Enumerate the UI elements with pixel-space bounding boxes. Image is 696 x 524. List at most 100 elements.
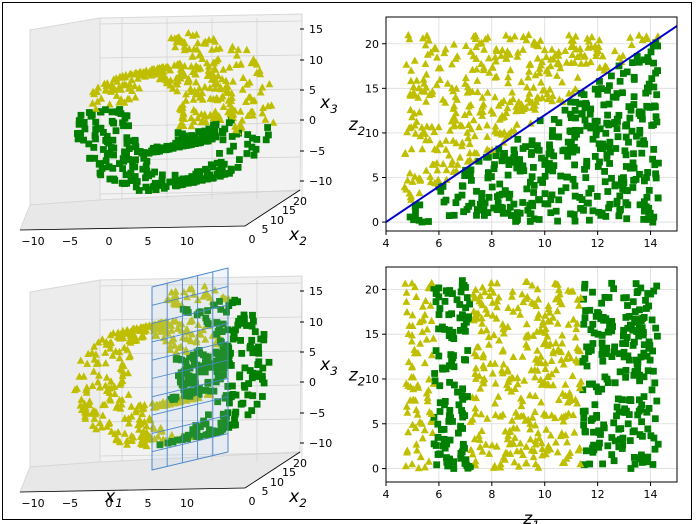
- point-triangle: [217, 84, 225, 92]
- point-triangle: [401, 149, 409, 157]
- point-triangle: [496, 459, 505, 468]
- point-triangle: [561, 46, 570, 54]
- plane-gridline: [151, 414, 229, 434]
- point-triangle: [435, 140, 444, 148]
- pane-gridline: [99, 316, 302, 321]
- point-triangle: [534, 94, 543, 102]
- x-tick-label: 10: [180, 497, 194, 510]
- point-triangle: [415, 84, 423, 92]
- point-square: [514, 135, 522, 143]
- point-triangle: [422, 136, 430, 144]
- point-triangle: [500, 329, 508, 337]
- point-square: [103, 132, 111, 140]
- point-triangle: [471, 404, 480, 412]
- point-square: [567, 98, 574, 106]
- point-triangle: [436, 64, 445, 72]
- point-triangle: [412, 117, 421, 125]
- y-tick-label: 10: [365, 373, 379, 386]
- point-triangle: [232, 126, 240, 134]
- point-square: [638, 149, 646, 157]
- axes-frame: [385, 16, 678, 232]
- point-triangle: [483, 88, 492, 96]
- point-square: [636, 306, 643, 314]
- point-triangle: [226, 106, 235, 115]
- point-triangle: [440, 48, 449, 57]
- point-triangle: [610, 46, 619, 55]
- point-square: [244, 391, 252, 399]
- point-triangle: [422, 166, 431, 174]
- point-triangle: [167, 321, 176, 329]
- point-triangle: [531, 459, 540, 468]
- point-triangle: [488, 441, 496, 449]
- point-square: [459, 385, 466, 393]
- z-tick-label: −10: [309, 175, 332, 188]
- point-square: [435, 352, 443, 360]
- point-triangle: [132, 407, 141, 416]
- point-triangle: [554, 345, 563, 353]
- point-square: [640, 341, 648, 349]
- point-square: [248, 336, 256, 344]
- point-square: [476, 200, 484, 208]
- point-triangle: [592, 48, 601, 56]
- point-square: [579, 357, 587, 365]
- point-square: [128, 177, 136, 184]
- point-triangle: [491, 52, 500, 61]
- point-triangle: [549, 381, 557, 389]
- point-triangle: [139, 71, 147, 79]
- point-square: [644, 425, 652, 433]
- point-triangle: [498, 347, 507, 355]
- point-square: [563, 173, 571, 181]
- point-square: [156, 441, 164, 449]
- point-triangle: [420, 87, 429, 95]
- point-square: [499, 209, 507, 217]
- point-triangle: [537, 78, 545, 86]
- point-square: [213, 319, 221, 326]
- point-triangle: [412, 76, 421, 84]
- point-triangle: [556, 64, 565, 72]
- point-square: [598, 339, 606, 347]
- point-square: [627, 397, 635, 404]
- point-square: [541, 172, 549, 180]
- point-triangle: [191, 90, 200, 98]
- point-triangle: [123, 436, 131, 444]
- point-triangle: [539, 339, 548, 348]
- point-square: [640, 56, 648, 64]
- point-square: [182, 357, 190, 365]
- point-square: [606, 160, 613, 167]
- point-square: [498, 157, 506, 165]
- point-triangle: [498, 45, 507, 54]
- point-square: [244, 131, 252, 138]
- point-triangle: [513, 52, 522, 60]
- point-square: [636, 371, 643, 379]
- x-axis-line: [19, 487, 246, 493]
- point-triangle: [472, 149, 481, 157]
- point-triangle: [483, 33, 492, 41]
- point-square: [644, 54, 652, 61]
- point-square: [626, 164, 634, 172]
- point-square: [260, 331, 268, 338]
- point-triangle: [517, 100, 526, 108]
- point-square: [582, 99, 590, 107]
- point-triangle: [430, 178, 439, 187]
- point-square: [620, 353, 628, 361]
- point-triangle: [445, 151, 453, 159]
- point-square: [555, 196, 563, 204]
- point-triangle: [476, 108, 484, 116]
- point-square: [484, 174, 492, 182]
- point-triangle: [466, 155, 474, 163]
- point-triangle: [491, 410, 500, 419]
- point-square: [459, 313, 466, 320]
- point-triangle: [561, 380, 570, 388]
- point-square: [488, 183, 496, 191]
- point-triangle: [115, 98, 123, 106]
- point-triangle: [429, 334, 438, 342]
- point-triangle: [499, 360, 508, 368]
- point-square: [225, 354, 233, 361]
- point-square: [649, 461, 657, 468]
- point-square: [572, 98, 579, 106]
- point-square: [240, 382, 248, 389]
- point-triangle: [208, 69, 217, 77]
- point-triangle: [412, 292, 421, 300]
